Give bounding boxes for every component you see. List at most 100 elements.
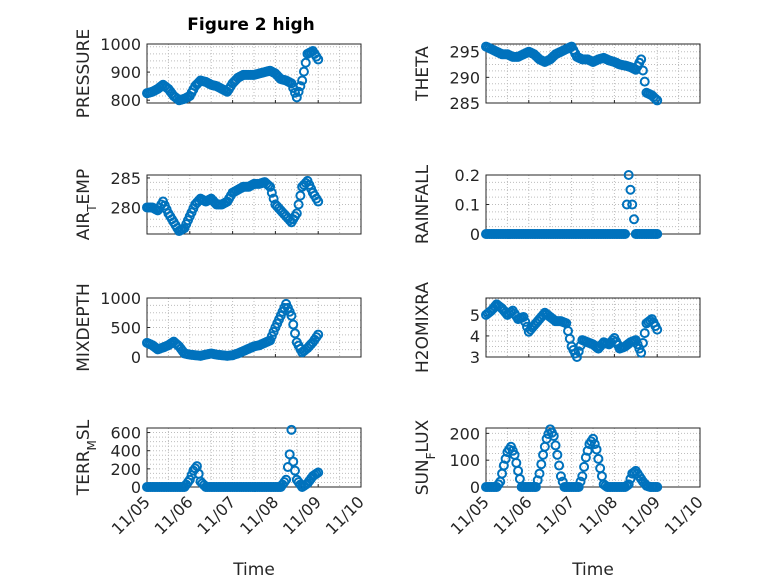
data-point	[520, 316, 531, 327]
x-tick-label: 11/09	[279, 492, 325, 538]
figure-title: Figure 2 high	[187, 15, 315, 35]
y-tick-label: 0.1	[455, 196, 480, 215]
data-point	[652, 229, 663, 239]
plot-area	[146, 427, 362, 488]
data-point	[288, 456, 299, 467]
y-axis-label: MIXDEPTH	[74, 283, 94, 372]
data-point	[621, 199, 632, 210]
data-point	[573, 482, 584, 492]
data-point	[639, 328, 650, 339]
series-mixdepth	[142, 298, 324, 361]
axes-theta: 285 290 295 THETA	[413, 41, 701, 113]
data-point	[293, 199, 304, 210]
x-tick-label: 11/09	[618, 492, 664, 538]
data-point	[286, 424, 297, 435]
data-point	[184, 474, 195, 485]
data-point	[313, 54, 324, 65]
y-tick-label: 500	[110, 319, 141, 338]
y-tick-label: 200	[449, 424, 480, 443]
axes-box	[485, 43, 701, 104]
y-axis-label: THETA	[413, 46, 433, 102]
data-point	[555, 471, 566, 482]
y-tick-label: 0	[131, 478, 141, 497]
data-point	[636, 54, 647, 65]
y-tick-label: 0.2	[455, 166, 480, 185]
data-point	[286, 310, 297, 321]
series-air-temp	[142, 175, 324, 237]
series-theta	[481, 41, 663, 106]
y-tick-label: 280	[110, 198, 141, 217]
y-tick-label: 290	[449, 68, 480, 87]
data-point	[290, 328, 301, 339]
y-tick-label: 1000	[100, 289, 141, 308]
data-point	[591, 444, 602, 455]
data-point	[295, 81, 306, 92]
data-point	[291, 208, 302, 219]
data-point	[627, 199, 638, 210]
y-tick-label: 285	[449, 94, 480, 113]
data-point	[552, 449, 563, 460]
y-tick-label: 1000	[100, 35, 141, 54]
data-point	[265, 181, 276, 192]
y-tick-label: 600	[110, 424, 141, 443]
y-axis-label: RAINFALL	[413, 164, 433, 244]
data-point	[623, 170, 634, 180]
data-point	[637, 65, 648, 76]
y-axis-label: H2OMIXRA	[413, 282, 433, 373]
data-point	[268, 193, 279, 204]
x-tick-label: 11/07	[532, 492, 578, 538]
y-axis-label: PRESSURE	[74, 29, 94, 118]
axes-box	[485, 427, 701, 488]
y-tick-label: 0	[131, 348, 141, 367]
y-axis-label: AIRTEMP	[74, 169, 99, 240]
data-point	[297, 75, 308, 86]
data-point	[636, 347, 647, 358]
axes-box	[146, 43, 362, 104]
x-tick-label: 11/08	[236, 492, 282, 538]
y-tick-label: 285	[110, 169, 141, 188]
data-point	[650, 93, 661, 104]
plot-area	[485, 174, 701, 235]
series-terr-msl	[142, 424, 324, 492]
x-tick-label: 11/10	[322, 492, 368, 538]
data-point	[281, 474, 292, 485]
x-axis-label: Time	[571, 560, 614, 580]
data-point	[589, 439, 600, 450]
data-point	[313, 329, 324, 340]
series-rainfall	[481, 170, 663, 239]
y-tick-label: 3	[470, 348, 480, 367]
series-sun-flux	[481, 424, 663, 492]
y-tick-label: 5	[470, 306, 480, 325]
axes-air-temp: 280 285 AIRTEMP	[74, 169, 362, 240]
data-point	[593, 453, 604, 464]
axes-mixdepth: 0 500 1000 MIXDEPTH	[74, 283, 362, 372]
series-pressure	[142, 46, 324, 106]
data-point	[290, 465, 301, 476]
data-point	[625, 184, 636, 195]
x-tick-label: 11/05	[108, 492, 154, 538]
data-point	[295, 190, 306, 201]
data-point	[300, 57, 311, 68]
data-point	[293, 86, 304, 97]
y-axis-label: SUNFLUX	[413, 419, 438, 495]
data-point	[579, 461, 590, 472]
y-tick-label: 800	[110, 91, 141, 110]
data-point	[313, 196, 324, 207]
data-point	[548, 431, 559, 442]
data-point	[571, 352, 582, 362]
x-axis-label: Time	[232, 560, 275, 580]
y-axis-label: TERRMSL	[74, 419, 99, 496]
x-tick-label: 11/08	[575, 492, 621, 538]
data-point	[620, 229, 631, 239]
data-point	[575, 476, 586, 487]
y-tick-label: 200	[110, 460, 141, 479]
axes-pressure: 800 900 1000 PRESSURE	[74, 29, 362, 118]
data-point	[573, 346, 584, 357]
y-tick-label: 100	[449, 451, 480, 470]
data-point	[298, 66, 309, 77]
y-tick-label: 4	[470, 327, 480, 346]
